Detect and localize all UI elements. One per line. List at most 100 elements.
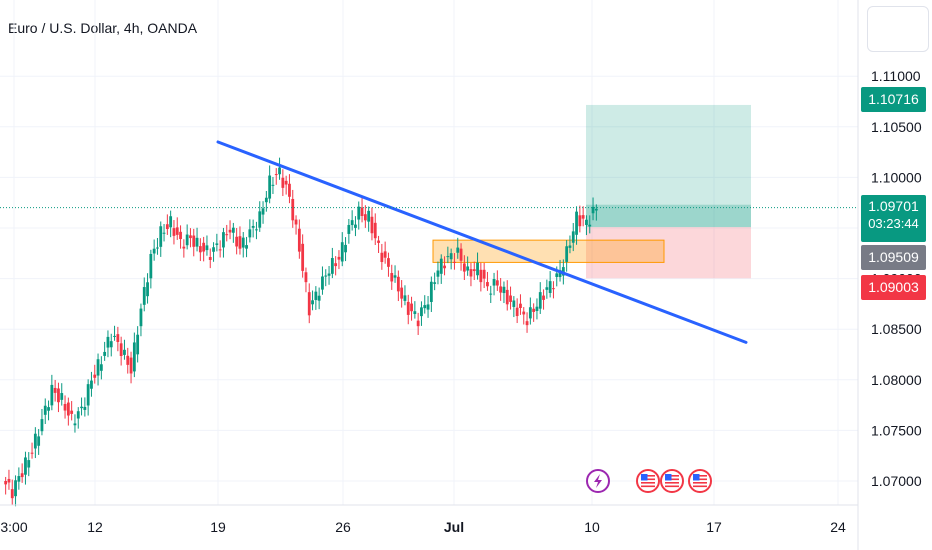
candle [212,242,215,262]
candle [525,312,529,333]
candle [311,290,314,311]
candle [423,295,427,314]
zone-stop[interactable] [586,227,751,279]
candle [14,475,17,507]
candle [337,250,341,270]
zone-open-profit [586,204,751,228]
candle [538,282,542,314]
candle [113,325,116,341]
candle [297,219,301,259]
candle [377,235,380,253]
us-flag-icon[interactable] [688,469,712,493]
candle [495,270,499,291]
candle [594,204,598,221]
zone-target[interactable] [586,104,751,228]
candle [479,262,483,292]
candle [552,281,555,299]
candle [251,219,255,238]
candle [169,210,173,238]
candle [7,469,11,490]
candle [96,353,100,386]
candle [86,379,90,416]
candle [73,414,77,433]
candle [578,205,582,233]
candle [476,252,479,280]
candle [271,176,275,194]
candle [255,221,258,240]
candle [132,332,136,378]
candle [281,169,285,197]
candle [581,206,585,227]
candle [103,341,107,361]
candle [264,190,268,212]
candle [515,298,519,324]
candle [453,253,456,270]
trendline[interactable] [216,140,748,344]
lightning-icon[interactable] [586,469,610,493]
us-flag-icon[interactable] [636,469,660,493]
candle [80,397,83,416]
candle [258,201,262,232]
candle [330,247,334,279]
x-tick-label: 12 [87,519,103,535]
candle [17,467,21,490]
event-markers [586,469,712,493]
x-tick-label: 19 [210,519,226,535]
candle [499,278,503,301]
candle [380,243,384,270]
candle [324,269,328,287]
candle [40,408,44,436]
candle [126,347,130,374]
candle [205,235,209,256]
position-zones [432,104,751,279]
x-tick-label: 17 [706,519,722,535]
candle [129,351,133,384]
candle [192,228,196,257]
x-tick-label: 3:00 [0,519,27,535]
candle [238,226,242,255]
settings-corner[interactable] [867,6,929,52]
candle [4,476,8,495]
candle [235,228,239,255]
candle [373,213,377,246]
candle [185,224,189,250]
candle [172,220,176,245]
candle [512,296,516,318]
candle [304,267,308,293]
x-tick-label: 26 [335,519,351,535]
candle [139,303,143,337]
candle [433,272,437,291]
candle [119,336,123,366]
candle [90,371,93,397]
x-tick-label: 24 [830,519,846,535]
candle [443,256,446,276]
candle [301,234,305,278]
candle [93,364,97,384]
candle [165,214,169,235]
candle [357,201,361,230]
candle [410,296,413,321]
us-flag-icon[interactable] [660,469,684,493]
candle [76,407,80,429]
candle [354,216,357,237]
candle [218,240,222,258]
x-axis: 3:00 12 19 26 Jul 10 17 24 [0,519,846,535]
current-price-value: 1.09701 [868,198,919,214]
candle [363,205,367,228]
candle [400,280,404,308]
candle [24,451,27,485]
candle [146,273,149,304]
candle [149,249,153,289]
take-profit-tag: 1.10716 [861,87,926,112]
entry-price-tag: 1.09509 [861,245,926,270]
candle [528,297,532,325]
candle [83,397,87,417]
candle [152,239,156,261]
candle [522,307,526,325]
candle [10,479,14,505]
candle [57,382,60,413]
candle [585,215,588,236]
candle [449,248,453,270]
bar-countdown: 03:23:44 [868,216,919,231]
